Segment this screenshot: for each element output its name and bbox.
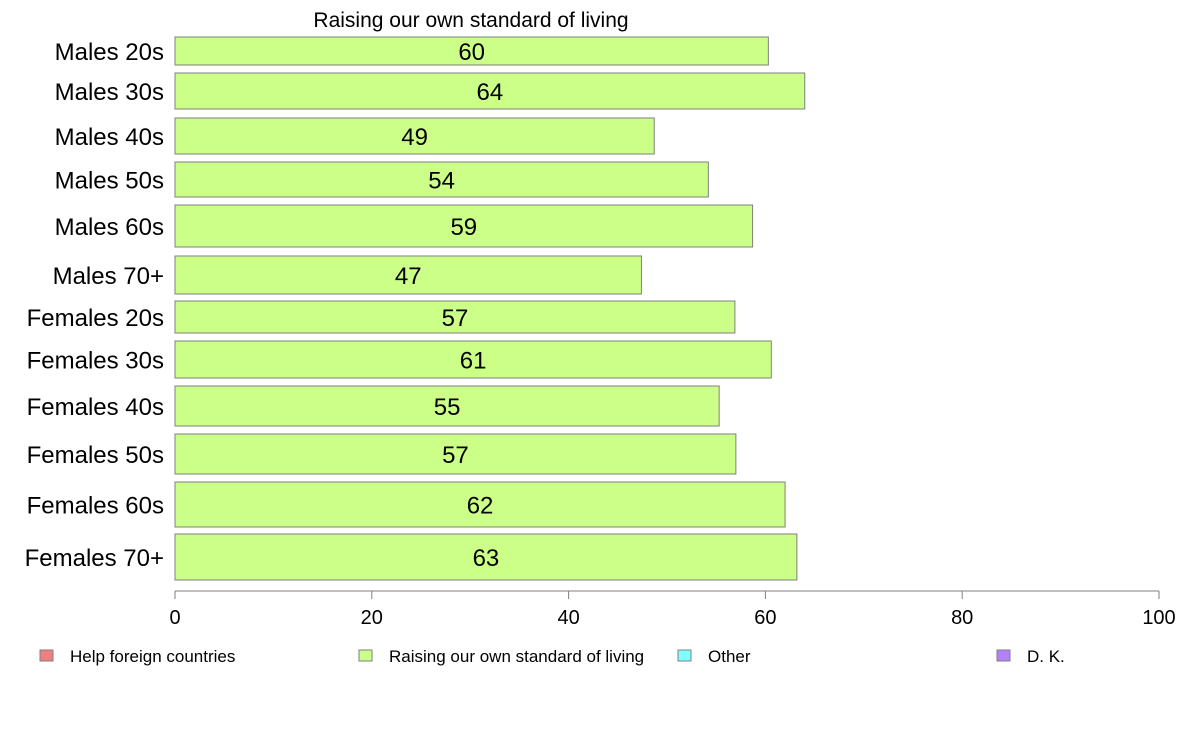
- value-label-males-70-plus: 47: [395, 263, 422, 290]
- value-label-females-20s: 57: [442, 305, 469, 332]
- category-label-females-20s: Females 20s: [27, 305, 164, 332]
- category-label-females-70-plus: Females 70+: [25, 545, 164, 572]
- x-tick-label-80: 80: [951, 607, 973, 629]
- legend-swatch-raising-our-own-standard-of-living: [358, 649, 373, 662]
- legend: Help foreign countries Raising our own st…: [39, 647, 1065, 666]
- value-label-females-30s: 61: [460, 348, 487, 375]
- category-label-males-60s: Males 60s: [55, 214, 164, 241]
- legend-swatch-other: [677, 649, 692, 662]
- bar-females-30s: [174, 340, 772, 379]
- bar-males-40s: [174, 117, 655, 155]
- x-axis: 0 20 40 60 80 100: [169, 590, 1176, 629]
- x-tick-label-20: 20: [361, 607, 383, 629]
- category-label-females-60s: Females 60s: [27, 493, 164, 520]
- bar-males-20s: [174, 36, 769, 66]
- x-tick-label-40: 40: [557, 607, 579, 629]
- value-label-females-60s: 62: [467, 493, 494, 520]
- bar-females-20s: [174, 300, 736, 334]
- bar-females-60s: [174, 481, 786, 528]
- value-label-females-70-plus: 63: [473, 545, 500, 572]
- x-tick-label-0: 0: [169, 607, 180, 629]
- bar-males-60s: [174, 204, 754, 248]
- value-label-females-50s: 57: [442, 442, 469, 469]
- value-label-males-40s: 49: [401, 124, 428, 151]
- bars-group: [174, 36, 806, 581]
- legend-label-raising-our-own-standard-of-living: Raising our own standard of living: [389, 647, 644, 666]
- legend-label-other: Other: [708, 647, 751, 666]
- legend-swatch-help-foreign-countries: [39, 649, 54, 662]
- bar-males-30s: [174, 72, 806, 110]
- legend-label-help-foreign-countries: Help foreign countries: [70, 647, 235, 666]
- value-label-males-60s: 59: [450, 214, 477, 241]
- category-label-females-40s: Females 40s: [27, 394, 164, 421]
- x-tick-label-60: 60: [754, 607, 776, 629]
- chart-title: Raising our own standard of living: [313, 9, 628, 32]
- legend-label-d-k: D. K.: [1027, 647, 1065, 666]
- value-label-females-40s: 55: [434, 394, 461, 421]
- category-labels-group: Males 20s Males 30s Males 40s Males 50s Male…: [25, 39, 164, 572]
- category-label-males-20s: Males 20s: [55, 39, 164, 66]
- bar-females-70-plus: [174, 533, 798, 581]
- legend-swatch-d-k: [996, 649, 1011, 662]
- value-label-males-50s: 54: [428, 168, 455, 195]
- category-label-females-50s: Females 50s: [27, 442, 164, 469]
- x-tick-label-100: 100: [1142, 607, 1175, 629]
- bar-males-50s: [174, 161, 709, 198]
- category-label-males-70-plus: Males 70+: [53, 263, 164, 290]
- bar-females-40s: [174, 385, 720, 427]
- category-label-males-40s: Males 40s: [55, 124, 164, 151]
- value-label-males-20s: 60: [458, 39, 485, 66]
- category-label-females-30s: Females 30s: [27, 348, 164, 375]
- bar-males-70-plus: [174, 255, 642, 295]
- bar-females-50s: [174, 433, 737, 475]
- category-label-males-30s: Males 30s: [55, 79, 164, 106]
- category-label-males-50s: Males 50s: [55, 168, 164, 195]
- value-label-males-30s: 64: [477, 79, 504, 106]
